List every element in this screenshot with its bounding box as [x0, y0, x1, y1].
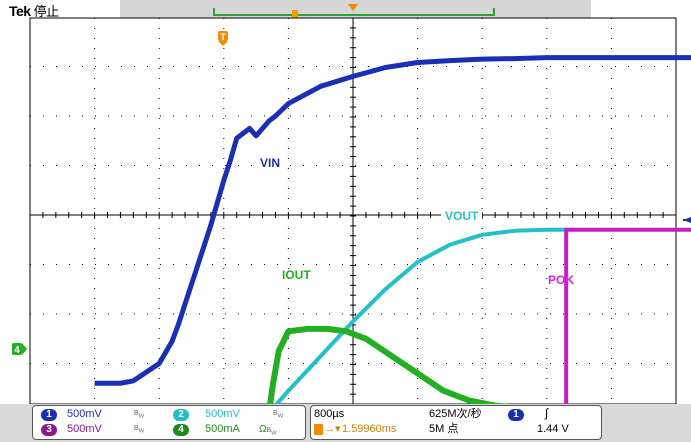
pok-label: POK	[548, 273, 575, 287]
record-window-bar	[213, 14, 495, 16]
status-bar: Tek 停止	[0, 0, 691, 20]
graticule-background	[0, 18, 691, 404]
ch1-badge[interactable]: 1	[41, 409, 57, 421]
ch2-badge[interactable]: 2	[173, 409, 189, 421]
vout-label: VOUT	[441, 209, 483, 223]
graticule	[29, 17, 677, 404]
trigger-level[interactable]: 1.44 V	[537, 423, 569, 435]
vin-waveform	[94, 55, 691, 386]
ohm-bandwidth-icon: ΩBW	[259, 424, 277, 437]
horizontal-scale[interactable]: 800µs	[314, 408, 345, 420]
record-trigger-marker	[292, 10, 298, 18]
brand-label: Tek 停止	[9, 1, 59, 20]
iout-waveform	[267, 325, 511, 404]
acquisition-status: 停止	[33, 4, 60, 19]
ch3-badge[interactable]: 3	[41, 424, 57, 436]
pok-waveform	[564, 227, 691, 404]
ch4-scale: 500mA	[205, 423, 240, 435]
trigger-arrow-icon: →▾	[324, 423, 341, 435]
ch2-scale: 500mV	[205, 408, 240, 420]
sample-rate: 625M次/秒	[429, 408, 482, 420]
record-length: 5M 点	[429, 423, 459, 435]
trigger-level-arrow-icon[interactable]	[683, 217, 691, 223]
iout-label: IOUT	[282, 268, 311, 282]
trigger-position-time[interactable]: 1.59960ms	[342, 423, 397, 435]
trigger-slope-icon[interactable]: ∫	[545, 406, 549, 420]
brand-name: Tek	[9, 3, 31, 19]
vin-label: VIN	[260, 156, 281, 170]
trigger-position-icon	[314, 424, 323, 435]
ch3-scale: 500mV	[67, 423, 102, 435]
ch4-termination-symbol: Ω	[259, 424, 267, 435]
trigger-position-arrow-icon[interactable]	[348, 4, 358, 11]
trigger-marker-icon[interactable]: T	[218, 31, 228, 46]
trigger-marker-letter: T	[220, 32, 226, 42]
channel-readout-panel[interactable]: 1 500mV BW 2 500mV BW 3 500mV BW 4 500mA…	[32, 405, 306, 440]
waveform-display: T 4	[0, 17, 691, 404]
waveforms	[94, 55, 691, 404]
bandwidth-limit-icon: BW	[273, 410, 284, 420]
trigger-source-badge[interactable]: 1	[508, 409, 524, 421]
ch1-scale: 500mV	[67, 408, 102, 420]
timebase-trigger-panel[interactable]: 800µs 625M次/秒 1 ∫ →▾ 1.59960ms 5M 点 1.44…	[310, 405, 602, 440]
bandwidth-limit-icon: BW	[134, 410, 145, 420]
record-window-right-bracket	[493, 8, 495, 16]
ch4-ground-marker-icon[interactable]: 4	[12, 343, 27, 356]
record-window-left-bracket	[213, 8, 215, 16]
bandwidth-limit-icon: BW	[134, 425, 145, 435]
vout-waveform	[274, 227, 567, 404]
ch4-badge[interactable]: 4	[173, 424, 189, 436]
ch4-ground-marker-label: 4	[14, 345, 20, 356]
